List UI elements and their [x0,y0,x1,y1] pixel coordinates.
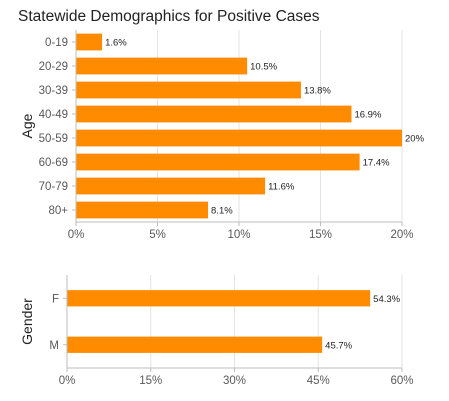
x-tick-label: 5% [149,229,166,241]
x-tick-label: 10% [227,229,250,241]
age-chart: 0% 5% 10% 15% 20% 0-19 1.6% 20-29 10.5% 30-39 13.8… [19,30,425,241]
data-label: 45.7% [325,340,352,351]
category-label: 30-39 [39,85,68,97]
data-label: 54.3% [373,294,400,305]
category-label: 40-49 [39,109,68,121]
x-tick-label: 20% [390,229,413,241]
category-label: F [52,293,59,305]
bar[interactable] [76,177,266,195]
x-tick-label: 15% [139,375,162,387]
bar[interactable] [76,105,352,123]
y-axis-title: Gender [19,298,35,345]
bar[interactable] [76,81,301,99]
category-label: 60-69 [39,157,68,169]
x-tick-label: 0% [59,375,76,387]
category-label: 50-59 [39,133,68,145]
data-label: 11.6% [268,182,295,193]
category-label: M [49,340,59,352]
category-label: 70-79 [39,181,68,193]
category-label: 0-19 [45,37,68,49]
x-tick-label: 15% [309,229,332,241]
data-label: 17.4% [363,158,390,169]
bar[interactable] [76,201,209,219]
data-label: 10.5% [250,62,277,73]
category-label: 80+ [48,205,68,217]
bar[interactable] [67,290,371,307]
data-label: 16.9% [354,110,381,121]
bar[interactable] [76,57,248,75]
bar[interactable] [67,336,323,353]
bar[interactable] [76,153,360,171]
x-tick-label: 30% [223,375,246,387]
data-label: 20% [405,134,425,145]
category-label: 20-29 [39,61,68,73]
bar[interactable] [76,33,103,51]
data-label: 8.1% [211,206,233,217]
gender-chart: 0% 15% 30% 45% 60% F 54.3% M 45.7% Gender [19,275,414,387]
bar[interactable] [76,129,402,147]
data-label: 13.8% [304,86,331,97]
chart-title: Statewide Demographics for Positive Case… [18,8,320,25]
x-tick-label: 45% [307,375,330,387]
y-axis-title: Age [19,113,35,138]
data-label: 1.6% [105,38,127,49]
x-tick-label: 60% [390,375,413,387]
x-tick-label: 0% [68,229,85,241]
